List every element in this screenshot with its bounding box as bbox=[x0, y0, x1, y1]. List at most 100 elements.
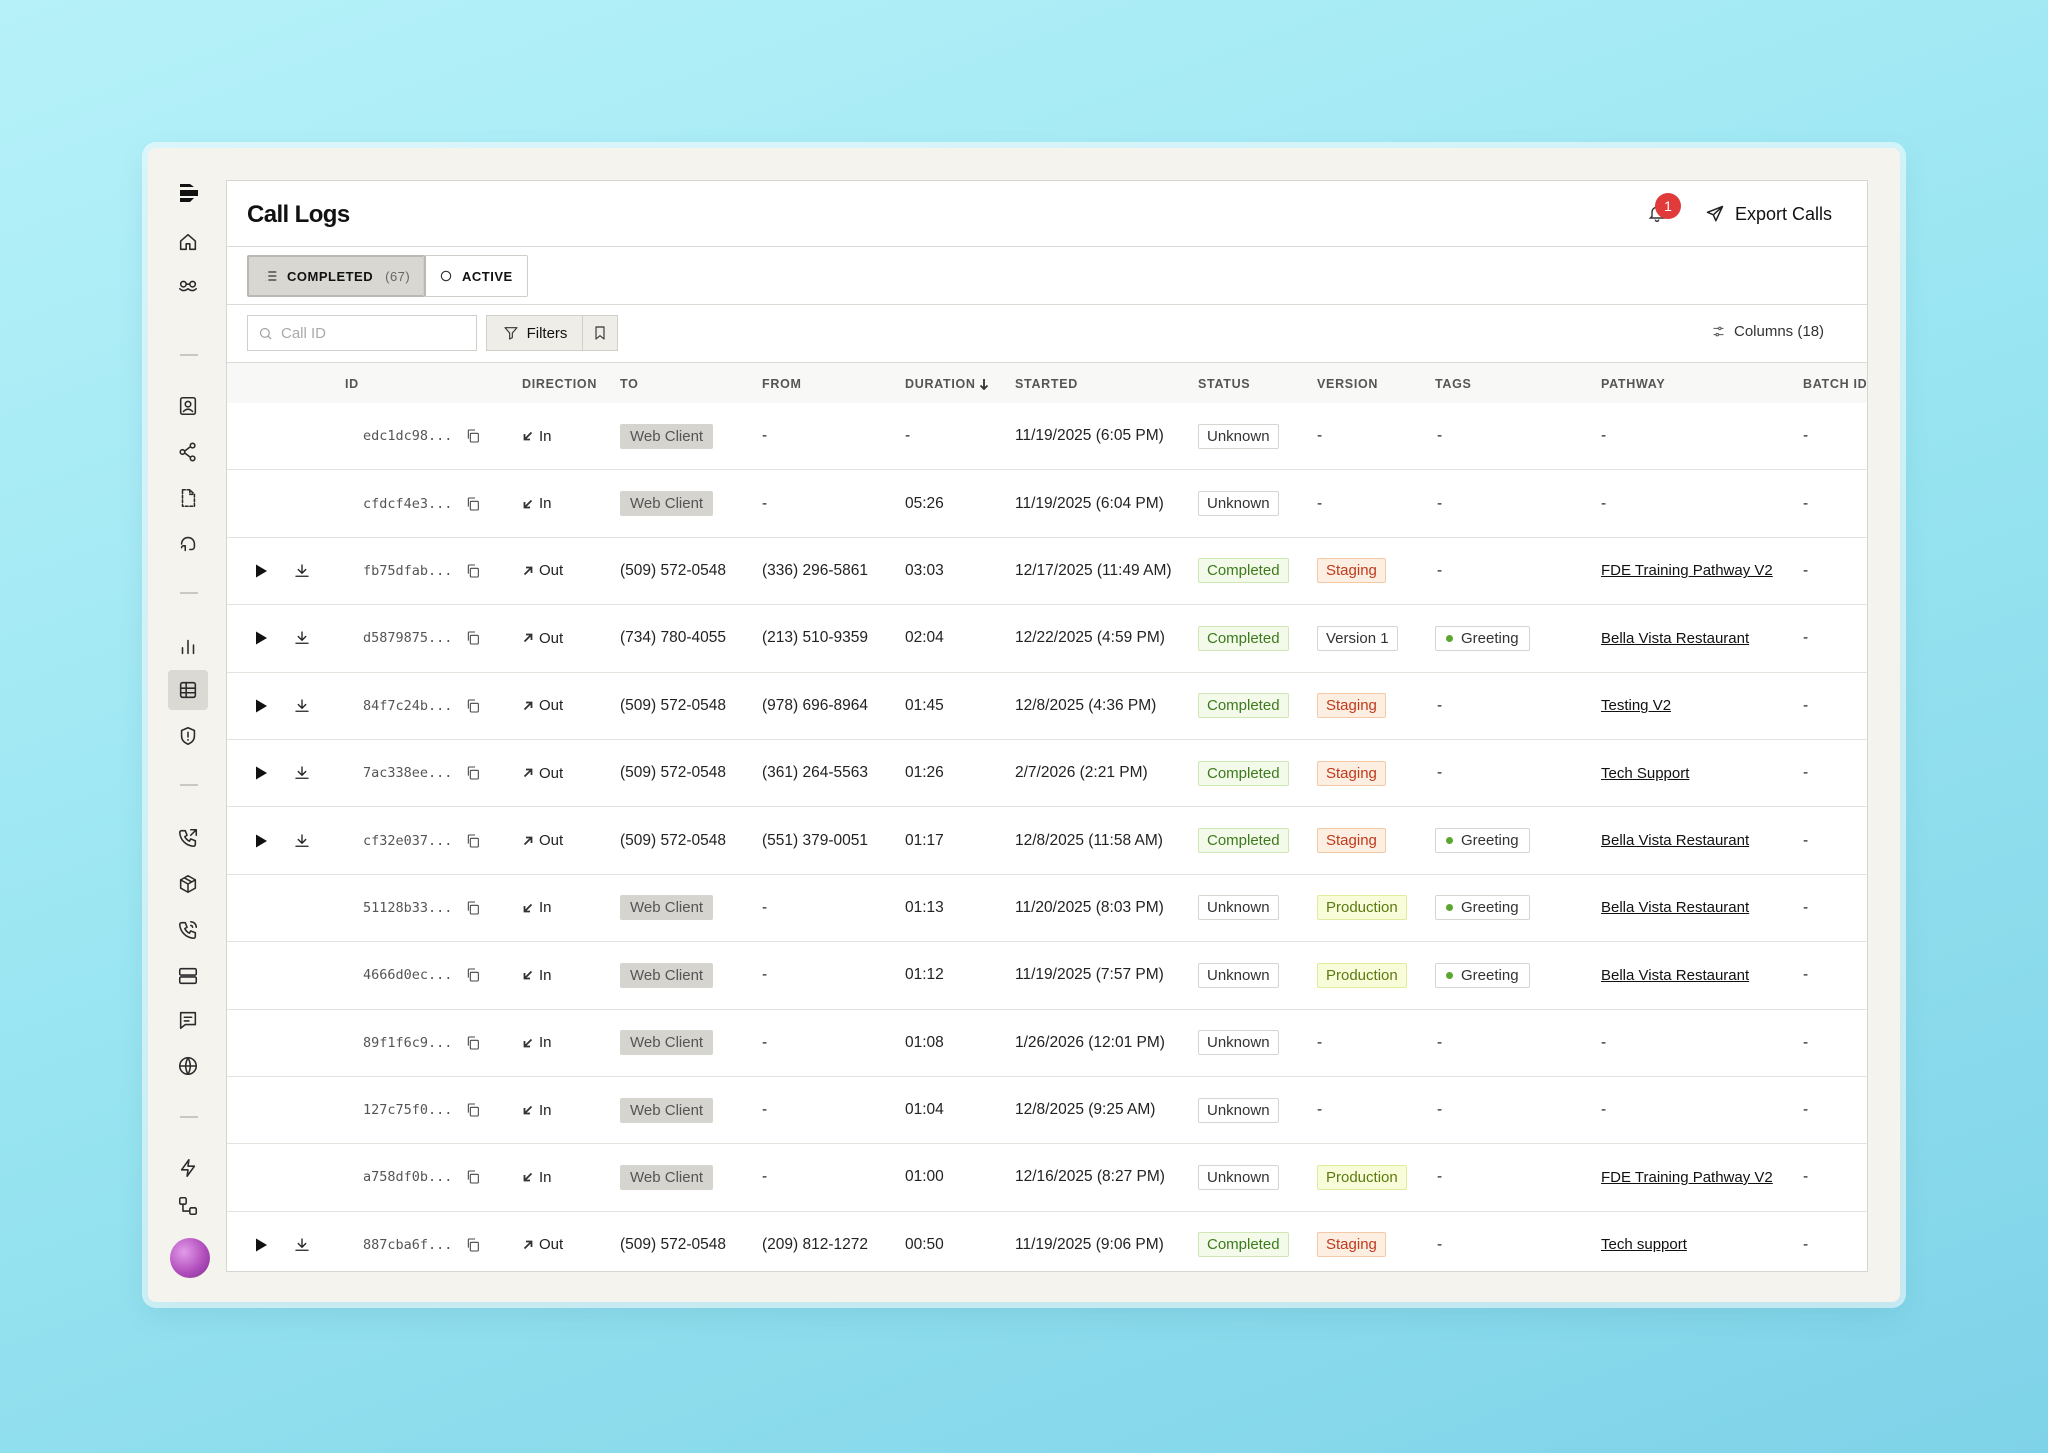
server-icon[interactable] bbox=[168, 956, 208, 996]
pathway-link[interactable]: Testing V2 bbox=[1601, 697, 1672, 715]
column-header-from[interactable]: FROM bbox=[762, 377, 802, 391]
tab-active[interactable]: ACTIVE bbox=[423, 255, 528, 297]
started-time: 11/20/2025 (8:03 PM) bbox=[1015, 898, 1164, 916]
lightning-icon[interactable] bbox=[168, 1148, 208, 1188]
agents-icon[interactable] bbox=[168, 266, 208, 306]
tag-dot-icon bbox=[1446, 837, 1453, 845]
call-id: fb75dfab... bbox=[363, 562, 453, 579]
direction: Out bbox=[523, 740, 563, 806]
document-icon[interactable] bbox=[168, 478, 208, 518]
workflow-icon[interactable] bbox=[168, 1194, 208, 1218]
table-row[interactable]: 89f1f6c9... In Web Client - 01:08 1/26/2026 (… bbox=[227, 1010, 1867, 1077]
pathway-cell: Tech support bbox=[1601, 1212, 1687, 1271]
export-calls-button[interactable]: Export Calls bbox=[1705, 199, 1832, 229]
table-row[interactable]: fb75dfab... Out (509) 572-0548 (336) 296-58… bbox=[227, 538, 1867, 606]
download-button[interactable] bbox=[293, 538, 311, 604]
copy-id-button[interactable] bbox=[465, 605, 481, 671]
logo-icon[interactable] bbox=[178, 182, 200, 206]
pathway-empty: - bbox=[1601, 1101, 1607, 1119]
table-row[interactable]: 887cba6f... Out (509) 572-0548 (209) 812-12… bbox=[227, 1212, 1867, 1271]
pathway-link[interactable]: FDE Training Pathway V2 bbox=[1601, 562, 1773, 580]
column-header-version[interactable]: VERSION bbox=[1317, 377, 1379, 391]
voice-icon[interactable] bbox=[168, 524, 208, 564]
search-box[interactable] bbox=[247, 315, 477, 351]
play-button[interactable] bbox=[253, 807, 269, 873]
pathway-link[interactable]: Bella Vista Restaurant bbox=[1601, 832, 1750, 850]
table-row[interactable]: 84f7c24b... Out (509) 572-0548 (978) 696-89… bbox=[227, 673, 1867, 740]
pathway-link[interactable]: Bella Vista Restaurant bbox=[1601, 899, 1750, 917]
analytics-icon[interactable] bbox=[168, 626, 208, 666]
column-header-pathway[interactable]: PATHWAY bbox=[1601, 377, 1666, 391]
column-header-direction[interactable]: DIRECTION bbox=[522, 377, 598, 391]
copy-id-button[interactable] bbox=[465, 1077, 481, 1143]
call-logs-icon[interactable] bbox=[168, 670, 208, 710]
tag-chip[interactable]: Greeting bbox=[1435, 895, 1530, 921]
column-header-duration[interactable]: DURATION bbox=[905, 377, 989, 391]
play-button[interactable] bbox=[253, 1212, 269, 1271]
copy-id-button[interactable] bbox=[465, 807, 481, 873]
download-button[interactable] bbox=[293, 1212, 311, 1271]
column-header-started[interactable]: STARTED bbox=[1015, 377, 1078, 391]
copy-id-button[interactable] bbox=[465, 1212, 481, 1271]
contacts-icon[interactable] bbox=[168, 386, 208, 426]
copy-id-button[interactable] bbox=[465, 673, 481, 739]
batch-id: - bbox=[1803, 1168, 1809, 1186]
table-row[interactable]: d5879875... Out (734) 780-4055 (213) 510-93… bbox=[227, 605, 1867, 673]
tab-completed[interactable]: COMPLETED (67) bbox=[247, 255, 427, 297]
phone-forward-icon[interactable] bbox=[168, 818, 208, 858]
table-row[interactable]: 127c75f0... In Web Client - 01:04 12/8/2025 (… bbox=[227, 1077, 1867, 1145]
arrow-up-right-icon bbox=[523, 633, 533, 643]
copy-id-button[interactable] bbox=[465, 1010, 481, 1076]
column-header-batch-id[interactable]: BATCH ID bbox=[1803, 377, 1868, 391]
tag-chip[interactable]: Greeting bbox=[1435, 828, 1530, 854]
play-button[interactable] bbox=[253, 605, 269, 671]
package-icon[interactable] bbox=[168, 864, 208, 904]
copy-id-button[interactable] bbox=[465, 942, 481, 1008]
table-row[interactable]: 4666d0ec... In Web Client - 01:12 11/19/2025 … bbox=[227, 942, 1867, 1010]
from-number: - bbox=[762, 494, 768, 512]
tag-chip[interactable]: Greeting bbox=[1435, 962, 1530, 988]
download-button[interactable] bbox=[293, 807, 311, 873]
call-id-search-input[interactable] bbox=[281, 324, 461, 342]
pathway-link[interactable]: Bella Vista Restaurant bbox=[1601, 629, 1750, 647]
download-button[interactable] bbox=[293, 673, 311, 739]
column-header-status[interactable]: STATUS bbox=[1198, 377, 1251, 391]
download-button[interactable] bbox=[293, 605, 311, 671]
columns-button[interactable]: Columns (18) bbox=[1711, 323, 1824, 340]
table-row[interactable]: 7ac338ee... Out (509) 572-0548 (361) 264-55… bbox=[227, 740, 1867, 808]
table-row[interactable]: edc1dc98... In Web Client - - 11/19/2025 (6:0… bbox=[227, 403, 1867, 471]
column-header-tags[interactable]: TAGS bbox=[1435, 377, 1472, 391]
globe-icon[interactable] bbox=[168, 1046, 208, 1086]
pathway-link[interactable]: Tech Support bbox=[1601, 764, 1690, 782]
column-header-to[interactable]: TO bbox=[620, 377, 639, 391]
saved-filters-button[interactable] bbox=[582, 315, 618, 351]
download-button[interactable] bbox=[293, 740, 311, 806]
pathway-link[interactable]: Tech support bbox=[1601, 1236, 1687, 1254]
table-row[interactable]: 51128b33... In Web Client - 01:13 11/20/2025 … bbox=[227, 875, 1867, 943]
table-row[interactable]: a758df0b... In Web Client - 01:00 12/16/2025 … bbox=[227, 1144, 1867, 1212]
copy-id-button[interactable] bbox=[465, 403, 481, 469]
security-icon[interactable] bbox=[168, 716, 208, 756]
avatar[interactable] bbox=[170, 1238, 210, 1278]
play-button[interactable] bbox=[253, 740, 269, 806]
copy-icon bbox=[467, 968, 479, 982]
table-row[interactable]: cfdcf4e3... In Web Client - 05:26 11/19/2025 … bbox=[227, 470, 1867, 538]
home-icon[interactable] bbox=[168, 222, 208, 262]
copy-id-button[interactable] bbox=[465, 740, 481, 806]
copy-id-button[interactable] bbox=[465, 538, 481, 604]
pathway-link[interactable]: Bella Vista Restaurant bbox=[1601, 966, 1750, 984]
copy-id-button[interactable] bbox=[465, 875, 481, 941]
play-button[interactable] bbox=[253, 673, 269, 739]
copy-id-button[interactable] bbox=[465, 1144, 481, 1210]
phone-icon[interactable] bbox=[168, 910, 208, 950]
table-row[interactable]: cf32e037... Out (509) 572-0548 (551) 379-00… bbox=[227, 807, 1867, 875]
play-button[interactable] bbox=[253, 538, 269, 604]
tag-chip[interactable]: Greeting bbox=[1435, 625, 1530, 651]
pathway-link[interactable]: FDE Training Pathway V2 bbox=[1601, 1168, 1773, 1186]
share-icon[interactable] bbox=[168, 432, 208, 472]
column-header-id[interactable]: ID bbox=[345, 377, 359, 391]
copy-id-button[interactable] bbox=[465, 470, 481, 536]
filters-button[interactable]: Filters bbox=[486, 315, 584, 351]
message-icon[interactable] bbox=[168, 1000, 208, 1040]
status-cell: Unknown bbox=[1198, 942, 1279, 1008]
